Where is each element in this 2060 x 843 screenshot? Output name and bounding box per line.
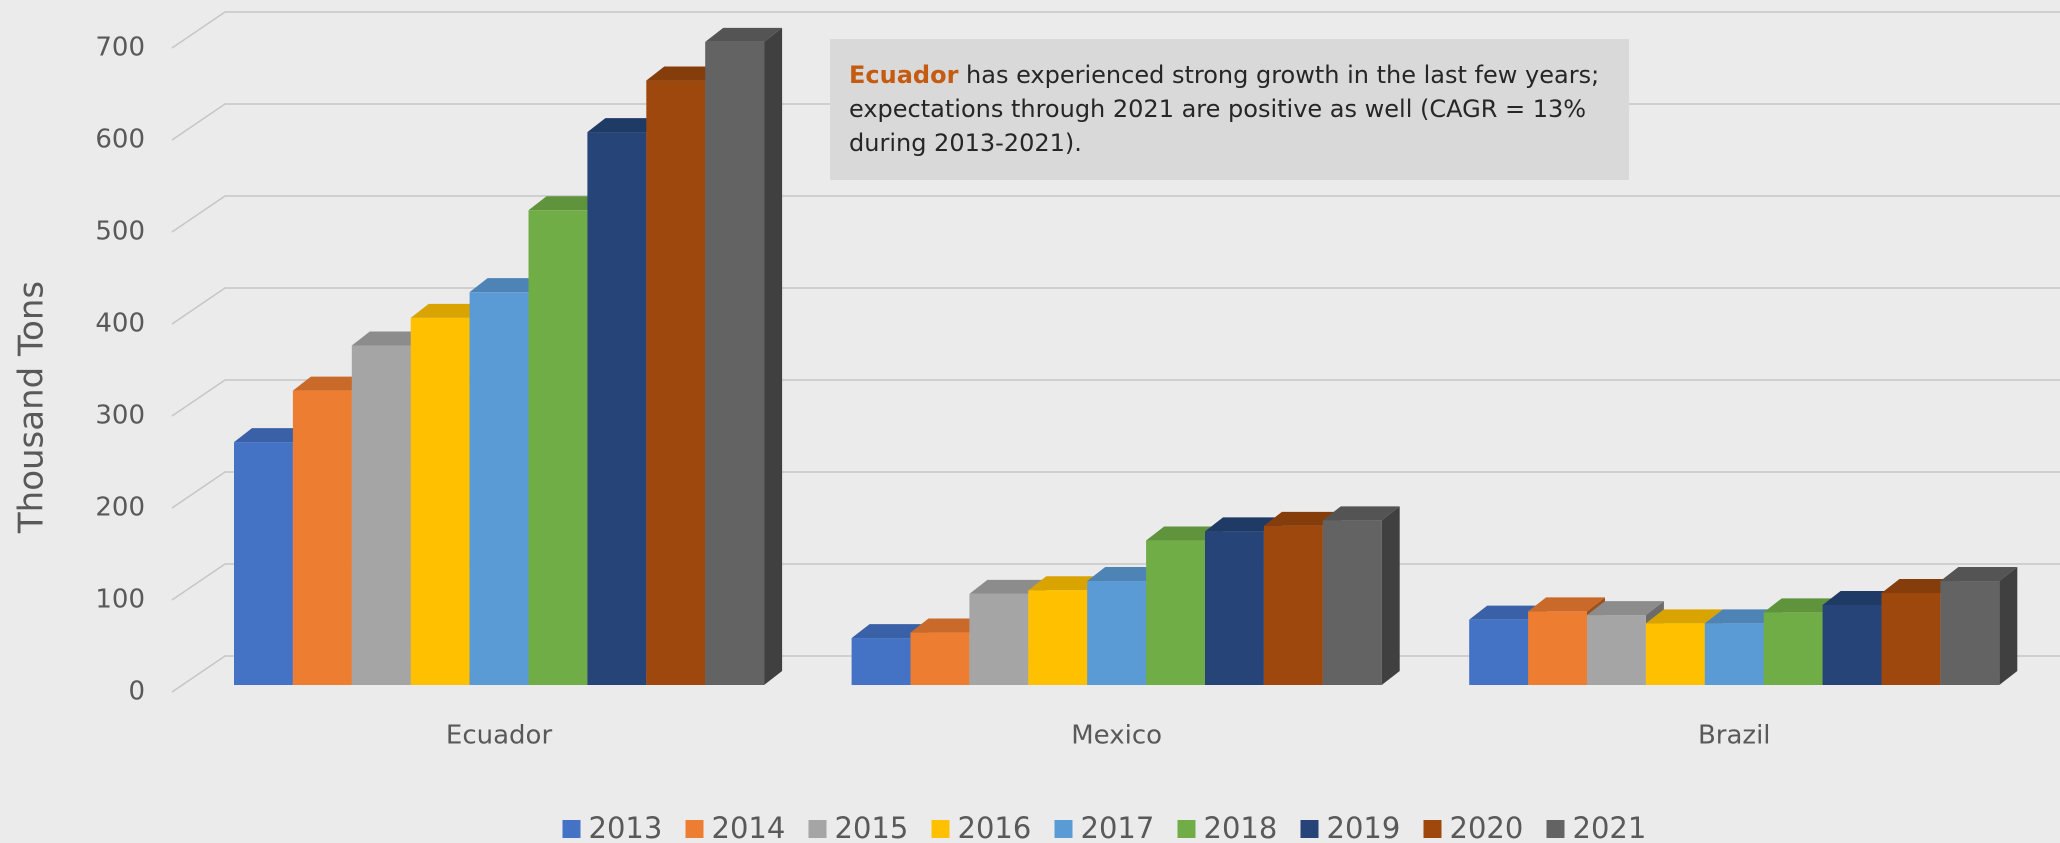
y-tick-label: 500: [95, 217, 145, 247]
bar: [1704, 623, 1764, 685]
bar-top: [1704, 609, 1782, 624]
y-tick-label: 400: [95, 309, 145, 339]
bar: [646, 80, 706, 685]
bar: [469, 292, 529, 685]
bar-top: [1322, 506, 1400, 521]
bar-side: [1999, 567, 2018, 685]
legend-swatch: [1177, 820, 1196, 838]
bar-top: [469, 278, 547, 293]
y-tick-label: 700: [95, 33, 145, 63]
y-tick-label: 600: [95, 125, 145, 155]
y-tick-label: 0: [128, 677, 145, 707]
bar: [705, 41, 765, 686]
bar: [587, 132, 647, 685]
y-tick-label: 300: [95, 401, 145, 431]
grid-line: [171, 379, 2060, 417]
legend-label: 2017: [1081, 811, 1155, 843]
legend-label: 2019: [1327, 811, 1401, 843]
bar: [1322, 520, 1382, 685]
legend-swatch: [1546, 820, 1565, 838]
legend-label: 2020: [1450, 811, 1524, 843]
x-tick-label: Brazil: [1698, 721, 1771, 751]
x-tick-label: Ecuador: [446, 721, 553, 751]
legend-swatch: [1423, 820, 1442, 838]
legend-label: 2014: [712, 811, 786, 843]
annotation: Ecuador has experienced strong growth in…: [830, 39, 1629, 180]
bar: [851, 638, 911, 685]
bar: [1263, 525, 1323, 685]
bar-top: [1528, 597, 1605, 612]
bar-side: [1381, 506, 1400, 685]
y-tick-label: 200: [95, 493, 145, 523]
bar-top: [351, 331, 429, 346]
legend-label: 2015: [835, 811, 909, 843]
bar-top: [292, 376, 370, 391]
legend-swatch: [808, 820, 827, 838]
bar: [528, 210, 588, 685]
legend-label: 2013: [589, 811, 663, 843]
bar: [1645, 623, 1705, 685]
bar: [1940, 581, 2000, 685]
bar-top: [1645, 609, 1723, 624]
legend-label: 2016: [958, 811, 1032, 843]
bar-top: [969, 579, 1047, 594]
bar-top: [1263, 511, 1341, 526]
grid-line: [171, 287, 2060, 325]
bar-top: [1763, 598, 1841, 613]
bar: [969, 593, 1029, 685]
bar-top: [646, 66, 724, 81]
bar-top: [1587, 601, 1664, 616]
bar-top: [910, 618, 988, 633]
grid-line: [171, 563, 2060, 601]
bar: [1087, 581, 1147, 685]
bar: [1205, 531, 1264, 685]
x-tick-label: Mexico: [1071, 721, 1162, 751]
bar: [292, 390, 352, 685]
bar-top: [1469, 605, 1547, 620]
grid-line: [171, 471, 2060, 509]
bar-top: [587, 118, 665, 133]
grid-line: [171, 195, 2060, 233]
bar: [234, 442, 293, 685]
y-axis-title: Thousand Tons: [12, 281, 52, 534]
bar-top: [1028, 576, 1106, 591]
grid-line: [171, 655, 2060, 693]
legend-swatch: [1054, 820, 1073, 838]
bar: [1881, 593, 1941, 685]
bar: [351, 345, 411, 685]
legend-label: 2021: [1573, 811, 1647, 843]
bar-top: [1940, 567, 2018, 582]
bar-top: [1087, 567, 1165, 582]
bar: [1028, 590, 1088, 685]
bar-top: [528, 196, 606, 211]
legend-label: 2018: [1204, 811, 1278, 843]
bar-top: [705, 27, 783, 42]
bar-top: [1205, 517, 1282, 532]
legend-swatch: [931, 820, 950, 838]
bar: [1587, 615, 1646, 685]
bar: [1763, 612, 1823, 685]
y-tick-label: 100: [95, 585, 145, 615]
bar-top: [410, 303, 488, 318]
bar-top: [1881, 579, 1959, 593]
bar-top: [1146, 526, 1223, 541]
bar: [410, 317, 470, 685]
bar-top: [234, 428, 311, 443]
bar-top: [851, 624, 929, 639]
bar-top: [1822, 590, 1900, 605]
legend-swatch: [1300, 820, 1319, 838]
bar-side: [764, 27, 783, 686]
legend-swatch: [685, 820, 704, 838]
bar: [1528, 611, 1587, 685]
annotation-highlight: Ecuador: [849, 61, 959, 89]
grid-line: [171, 11, 2060, 49]
bar: [1469, 619, 1529, 685]
bar: [1146, 540, 1205, 685]
legend-swatch: [562, 820, 581, 838]
annotation-text: has experienced strong growth in the las…: [849, 61, 1600, 157]
bar: [1822, 604, 1882, 685]
bar: [910, 632, 970, 685]
